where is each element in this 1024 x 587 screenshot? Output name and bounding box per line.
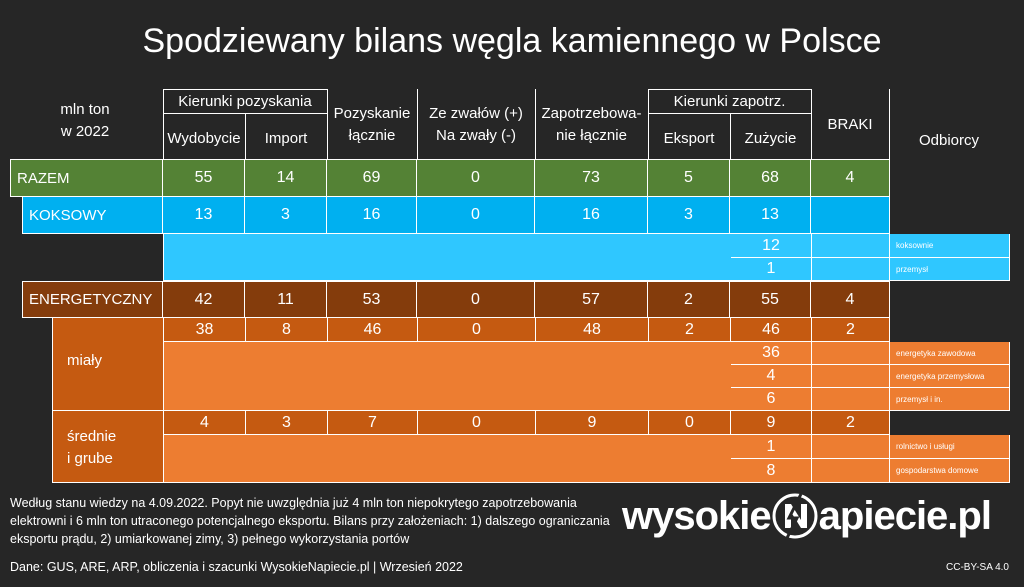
- cell-razem-import: 14: [245, 160, 327, 196]
- cell-mialy-pozyskanie: 46: [328, 318, 418, 342]
- cell-razem-zapotrz: 73: [535, 160, 648, 196]
- header-kierunki-pozyskania: Kierunki pozyskania: [178, 93, 312, 110]
- cell-mialy-zuzycie: 46: [731, 318, 812, 342]
- page-title: Spodziewany bilans węgla kamiennego w Po…: [142, 22, 882, 60]
- cell-mialy-zapotrz: 48: [536, 318, 649, 342]
- cell-mialy-sub-1-braki: [812, 342, 890, 365]
- header-pozyskanie-1: Pozyskanie: [333, 105, 411, 122]
- odbiorca-przemysl: przemysł: [890, 258, 1010, 281]
- row-label-koksowy: KOKSOWY: [23, 197, 163, 233]
- cell-koksowy-braki: [811, 197, 889, 233]
- cell-srednie-pozyskanie: 7: [328, 411, 418, 435]
- header-zwaly-1: Ze zwałów (+): [429, 105, 523, 122]
- cell-razem-eksport: 5: [648, 160, 730, 196]
- cell-koksowy-import: 3: [245, 197, 327, 233]
- cell-srednie-sub-1: 1: [731, 435, 812, 459]
- koksowy-sub-block: [163, 234, 731, 281]
- cell-srednie-sub-2-braki: [812, 459, 890, 483]
- cell-koksowy-zuzycie: 13: [730, 197, 811, 233]
- header-zapotrz-2: nie łącznie: [556, 127, 627, 144]
- footnote: Według stanu wiedzy na 4.09.2022. Popyt …: [10, 496, 610, 546]
- header-zwaly-2: Na zwały (-): [435, 127, 516, 144]
- logo-text-2: apiecie.pl: [818, 493, 992, 538]
- cell-energetyczny-import: 11: [245, 282, 327, 317]
- license: CC-BY-SA 4.0: [946, 562, 1009, 573]
- srednie-sub-block: [164, 435, 731, 483]
- source-footer: Dane: GUS, ARE, ARP, obliczenia i szacun…: [10, 560, 463, 574]
- row-label-razem: RAZEM: [11, 160, 163, 196]
- cell-srednie-zapotrz: 9: [536, 411, 649, 435]
- cell-srednie-zwaly: 0: [418, 411, 536, 435]
- mialy-sub-block: [164, 342, 731, 411]
- row-razem: RAZEM 55 14 69 0 73 5 68 4: [10, 159, 890, 197]
- odbiorca-przemysl-in: przemysł i in.: [890, 388, 1010, 411]
- odbiorca-gospodarstwa: gospodarstwa domowe: [890, 459, 1010, 483]
- cell-srednie-wydobycie: 4: [164, 411, 246, 435]
- row-label-energetyczny: ENERGETYCZNY: [23, 282, 163, 317]
- cell-mialy-sub-3-braki: [812, 388, 890, 411]
- cell-mialy-sub-2: 4: [731, 365, 812, 388]
- cell-koksowy-sub-1-braki: [812, 234, 890, 258]
- header-zapotrz-1: Zapotrzebowa-: [541, 105, 642, 122]
- logo-text-1: wysokie: [622, 493, 772, 538]
- row-label-mialy-block: miały: [52, 318, 164, 411]
- cell-energetyczny-pozyskanie: 53: [327, 282, 417, 317]
- cell-koksowy-sub-2-braki: [812, 258, 890, 281]
- header-braki: BRAKI: [827, 116, 873, 133]
- cell-koksowy-sub-1: 12: [731, 234, 812, 258]
- row-energetyczny: ENERGETYCZNY 42 11 53 0 57 2 55 4: [22, 281, 890, 318]
- row-label-i-grube: i grube: [67, 449, 113, 467]
- header-odbiorcy: Odbiorcy: [918, 132, 980, 149]
- cell-srednie-zuzycie: 9: [731, 411, 812, 435]
- logo: wysokie apiecie.pl: [622, 492, 992, 540]
- row-label-mialy: miały: [67, 351, 103, 369]
- cell-koksowy-sub-2: 1: [731, 258, 812, 281]
- header-eksport: Eksport: [663, 130, 715, 147]
- cell-razem-zuzycie: 68: [730, 160, 811, 196]
- cell-razem-wydobycie: 55: [163, 160, 245, 196]
- odbiorca-energetyka-przemyslowa: energetyka przemysłowa: [890, 365, 1010, 388]
- cell-razem-braki: 4: [811, 160, 889, 196]
- header-zuzycie: Zużycie: [744, 130, 797, 147]
- cell-koksowy-zwaly: 0: [417, 197, 535, 233]
- cell-koksowy-pozyskanie: 16: [327, 197, 417, 233]
- cell-mialy-sub-3: 6: [731, 388, 812, 411]
- cell-srednie-braki: 2: [812, 411, 890, 435]
- header-pozyskanie-2: łącznie: [348, 127, 396, 144]
- cell-energetyczny-braki: 4: [811, 282, 889, 317]
- cell-mialy-braki: 2: [812, 318, 890, 342]
- cell-energetyczny-wydobycie: 42: [163, 282, 245, 317]
- header-kierunki-zapotrz: Kierunki zapotrz.: [673, 93, 786, 110]
- lightning-icon: [771, 492, 819, 540]
- row-label-srednie: średnie: [67, 427, 117, 445]
- cell-srednie-sub-2: 8: [731, 459, 812, 483]
- header-wydobycie: Wydobycie: [167, 130, 241, 147]
- cell-energetyczny-zuzycie: 55: [730, 282, 811, 317]
- cell-srednie-eksport: 0: [649, 411, 731, 435]
- cell-mialy-import: 8: [246, 318, 328, 342]
- header-import: Import: [264, 130, 308, 147]
- cell-srednie-import: 3: [246, 411, 328, 435]
- cell-srednie-sub-1-braki: [812, 435, 890, 459]
- cell-mialy-zwaly: 0: [418, 318, 536, 342]
- cell-energetyczny-eksport: 2: [648, 282, 730, 317]
- cell-mialy-sub-2-braki: [812, 365, 890, 388]
- cell-razem-zwaly: 0: [417, 160, 535, 196]
- cell-koksowy-zapotrz: 16: [535, 197, 648, 233]
- odbiorca-koksownie: koksownie: [890, 234, 1010, 258]
- cell-energetyczny-zapotrz: 57: [535, 282, 648, 317]
- unit-year-label: w 2022: [60, 123, 110, 140]
- cell-mialy-wydobycie: 38: [164, 318, 246, 342]
- row-label-srednie-block: średnie i grube: [52, 411, 164, 483]
- odbiorca-rolnictwo: rolnictwo i usługi: [890, 435, 1010, 459]
- cell-razem-pozyskanie: 69: [327, 160, 417, 196]
- cell-koksowy-wydobycie: 13: [163, 197, 245, 233]
- odbiorca-energetyka-zawodowa: energetyka zawodowa: [890, 342, 1010, 365]
- cell-mialy-sub-1: 36: [731, 342, 812, 365]
- cell-mialy-eksport: 2: [649, 318, 731, 342]
- row-koksowy: KOKSOWY 13 3 16 0 16 3 13: [22, 197, 890, 234]
- cell-energetyczny-zwaly: 0: [417, 282, 535, 317]
- unit-label: mln ton: [60, 101, 110, 118]
- cell-koksowy-eksport: 3: [648, 197, 730, 233]
